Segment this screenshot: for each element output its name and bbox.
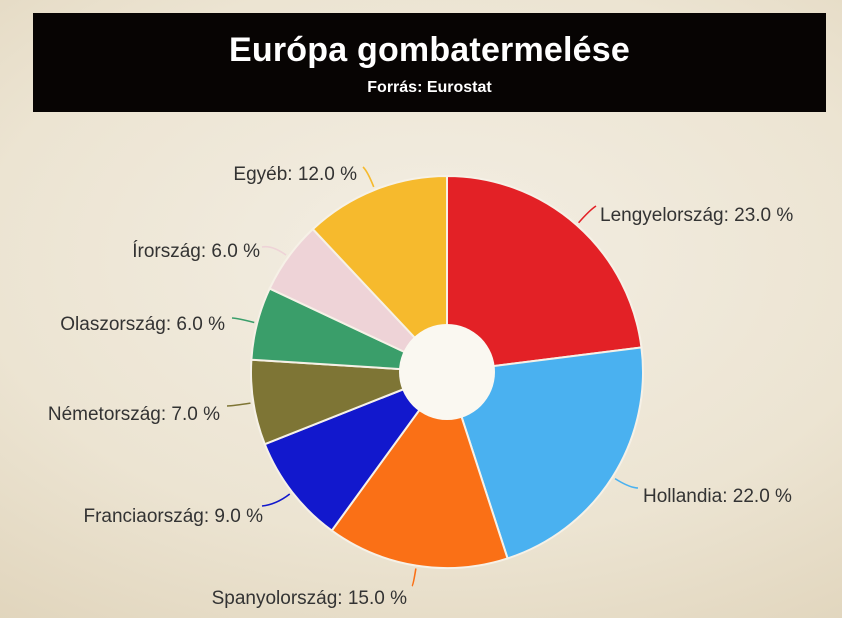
leader-line-franciaorszag [261, 493, 291, 507]
slice-label-nemetorszag: Németország: 7.0 % [47, 404, 220, 425]
leader-line-nemetorszag [226, 402, 251, 407]
slice-label-olaszorszag: Olaszország: 6.0 % [60, 314, 225, 335]
donut-hole [399, 324, 495, 420]
slice-label-irorszag: Írország: 6.0 % [132, 241, 260, 262]
slice-label-hollandia: Hollandia: 22.0 % [643, 486, 792, 507]
leader-line-egyeb [362, 166, 375, 188]
leader-line-hollandia [614, 477, 639, 489]
slice-label-egyeb: Egyéb: 12.0 % [233, 164, 357, 185]
pie-slice-hollandia [445, 346, 644, 560]
pie-slice-franciaorszag [263, 369, 450, 532]
slice-label-spanyolorszag: Spanyolország: 15.0 % [211, 588, 407, 609]
chart-title: Európa gombatermelése [229, 30, 630, 69]
slice-label-franciaorszag: Franciaország: 9.0 % [83, 506, 263, 527]
title-banner: Európa gombatermelése Forrás: Eurostat [33, 13, 826, 112]
leader-line-irorszag [261, 245, 287, 256]
pie-slice-spanyolorszag [330, 369, 509, 569]
pie-slice-egyeb [311, 174, 448, 375]
slice-label-lengyelorszag: Lengyelország: 23.0 % [600, 205, 794, 226]
pie-slice-lengyelorszag [446, 174, 643, 374]
chart-subtitle: Forrás: Eurostat [367, 78, 492, 96]
leader-line-spanyolorszag [411, 568, 417, 587]
leader-line-lengyelorszag [577, 205, 597, 224]
leader-line-olaszorszag [231, 317, 255, 324]
